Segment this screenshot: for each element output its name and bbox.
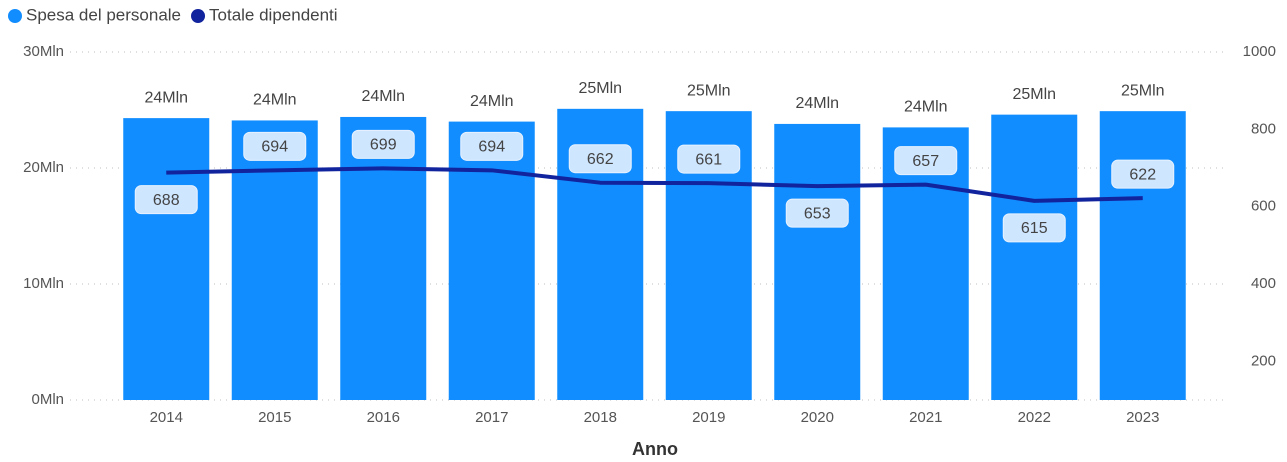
line-value-label: 662	[587, 151, 614, 168]
bar	[448, 121, 535, 400]
bar	[340, 116, 427, 401]
y2-tick-label: 1000	[1243, 43, 1276, 60]
line-value-label: 694	[478, 139, 505, 156]
line-value-label: 688	[153, 192, 180, 209]
bar	[123, 118, 210, 401]
line-label-box	[1111, 159, 1175, 189]
y-tick-label: 30Mln	[23, 43, 64, 60]
line-label-box	[243, 131, 307, 161]
line-label-box	[460, 131, 524, 161]
y2-tick-label: 200	[1251, 352, 1276, 369]
y-tick-label: 20Mln	[23, 159, 64, 176]
bar-value-label: 25Mln	[1121, 82, 1165, 99]
line-label-box	[351, 129, 415, 159]
y2-tick-label: 600	[1251, 198, 1276, 215]
x-tick-label: 2016	[367, 409, 400, 426]
y2-tick-label: 400	[1251, 275, 1276, 292]
legend-marker	[8, 9, 22, 23]
bar	[231, 120, 318, 400]
y-tick-label: 10Mln	[23, 275, 64, 292]
bar	[1099, 111, 1186, 400]
y2-tick-label: 800	[1251, 120, 1276, 137]
bar-value-label: 24Mln	[904, 99, 948, 116]
line-label-box	[894, 146, 958, 176]
x-tick-label: 2021	[909, 409, 942, 426]
x-tick-label: 2018	[584, 409, 617, 426]
line-label-box	[134, 185, 198, 215]
x-axis-title: Anno	[632, 439, 678, 459]
line-value-label: 653	[804, 205, 831, 222]
legend-marker	[191, 9, 206, 23]
line-value-label: 615	[1021, 220, 1048, 237]
x-tick-label: 2020	[801, 409, 834, 426]
line-value-label: 699	[370, 137, 397, 154]
x-tick-label: 2017	[475, 409, 508, 426]
bar-value-label: 25Mln	[578, 80, 622, 97]
bar-value-label: 24Mln	[361, 88, 405, 105]
bar-value-label: 24Mln	[795, 95, 839, 112]
bar-value-label: 25Mln	[687, 82, 731, 99]
bar	[991, 114, 1078, 400]
line-value-label: 694	[261, 139, 288, 156]
line-label-box	[1002, 213, 1066, 243]
line	[166, 166, 1143, 203]
x-tick-label: 2019	[692, 409, 725, 426]
bar-value-label: 24Mln	[470, 93, 514, 110]
line-value-label: 622	[1129, 166, 1156, 183]
x-tick-label: 2015	[258, 409, 291, 426]
y-tick-label: 0Mln	[31, 391, 64, 408]
line-label-box	[677, 144, 741, 174]
bar-value-label: 24Mln	[144, 89, 188, 106]
line-label-box	[568, 144, 632, 174]
legend-label: Totale dipendenti	[209, 5, 338, 24]
bar-value-label: 25Mln	[1012, 86, 1056, 103]
line-value-label: 657	[912, 153, 939, 170]
legend-label: Spesa del personale	[26, 5, 181, 24]
bar	[774, 123, 861, 401]
line-value-label: 661	[695, 151, 722, 168]
bar-value-label: 24Mln	[253, 92, 297, 109]
x-tick-label: 2014	[150, 409, 183, 426]
line-label-box	[785, 198, 849, 228]
x-tick-label: 2023	[1126, 409, 1159, 426]
x-tick-label: 2022	[1018, 409, 1051, 426]
